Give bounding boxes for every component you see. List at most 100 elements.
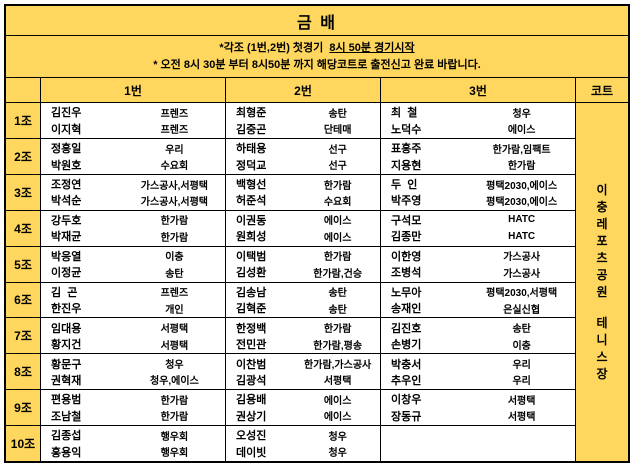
group-label-6: 6조 [6, 282, 40, 318]
player-club: 우리 [512, 360, 531, 372]
match-cell-group10-col2: 오성진 청우 데이빗 청우 [226, 426, 380, 461]
player-name: 허준석 [236, 195, 267, 208]
player-club: 청우,에이스 [150, 376, 199, 388]
player-name: 김진호 [391, 322, 422, 335]
player-name: 정덕교 [236, 159, 267, 172]
player-club: 프렌즈 [160, 108, 189, 120]
player-line: 김진우 프렌즈 [41, 104, 225, 120]
match-cell-group6-col1: 김 곤 프렌즈 한진우 개인 [41, 282, 225, 318]
match-cell-group8-col3: 박충서 우리 추우인 우리 [381, 354, 575, 390]
player-line: 김송남 송탄 [226, 284, 380, 300]
player-club: 송탄 [512, 324, 531, 336]
player-club: 한가람 [323, 180, 352, 192]
notice-line-2: * 오전 8시 30분 부터 8시50분 까지 해당코트로 출전신고 완료 바랍… [153, 58, 481, 71]
notice-line-1: *각조 (1번,2번) 첫경기 8시 50분 경기시작 [219, 40, 414, 57]
player-line: 정덕교 선구 [226, 156, 380, 173]
player-line: 이찬범 한가람,가스공사 [226, 355, 380, 372]
player-line: 김종만 HATC [381, 228, 575, 244]
player-name: 홍용익 [51, 446, 82, 459]
player-name: 정흥일 [51, 143, 82, 156]
player-club: 청우 [512, 108, 531, 120]
player-line: 노덕수 에이스 [381, 120, 575, 137]
player-club: 가스공사,서평택 [140, 196, 208, 208]
player-club: 한가람,건승 [313, 268, 363, 280]
player-line: 박충서 우리 [381, 355, 575, 372]
player-club: 서평택 [323, 376, 352, 388]
match-cell-group8-col1: 황문구 청우 권혁재 청우,에이스 [41, 354, 225, 390]
player-club: 한가람 [507, 161, 536, 173]
court-venue-char: 스 [596, 349, 608, 364]
player-name: 이택범 [236, 250, 267, 263]
player-club: 선구 [328, 161, 347, 173]
player-name: 이창우 [391, 394, 422, 407]
player-line: 박재균 한가람 [41, 228, 225, 244]
court-venue-char: 충 [596, 199, 608, 214]
player-line: 박응열 이충 [41, 248, 225, 264]
group-label-9: 9조 [6, 390, 40, 426]
header-col-3: 3번 [381, 78, 575, 102]
header-col-2: 2번 [226, 78, 380, 102]
player-club: 에이스 [507, 125, 536, 137]
player-name: 김성환 [236, 267, 267, 280]
player-club: 에이스 [323, 412, 352, 424]
player-line: 표흥주 한가람,임팩트 [381, 140, 575, 156]
player-line: 박석순 가스공사,서평택 [41, 192, 225, 208]
player-club: 프렌즈 [160, 125, 189, 137]
player-name: 권상기 [236, 410, 267, 423]
player-club: 평택2030,에이스 [486, 196, 558, 208]
player-line: 최형준 송탄 [226, 104, 380, 120]
player-name: 임대용 [51, 322, 82, 335]
match-cell-group5-col2: 이택범 한가람 김성환 한가람,건승 [226, 246, 380, 282]
match-cell-group1-col2: 최형준 송탄 김중곤 단테매 [226, 103, 380, 138]
player-club: 에이스 [323, 232, 352, 244]
group-label-3: 3조 [6, 174, 40, 210]
player-line: 원희성 에이스 [226, 228, 380, 244]
player-line: 편용범 한가람 [41, 391, 225, 407]
player-name: 최 철 [391, 107, 418, 120]
match-cell-group6-col3: 노무아 평택2030,서평택 송재인 은실신협 [381, 282, 575, 318]
player-club: 송탄 [328, 288, 347, 300]
match-cell-group7-col1: 임대용 서평택 황지건 서평택 [41, 318, 225, 354]
player-name: 송재인 [391, 303, 422, 316]
player-name: 노무아 [391, 286, 422, 299]
court-venue-char: 원 [596, 284, 608, 299]
player-name: 김혁준 [236, 303, 267, 316]
player-line: 김 곤 프렌즈 [41, 284, 225, 300]
tournament-sheet: 금 배 *각조 (1번,2번) 첫경기 8시 50분 경기시작 * 오전 8시 … [4, 4, 630, 463]
group-label-1: 1조 [6, 103, 40, 138]
match-cell-group4-col3: 구석모 HATC 김종만 HATC [381, 210, 575, 246]
player-name: 전민관 [236, 339, 267, 352]
player-line: 백형선 한가람 [226, 176, 380, 192]
match-cell-group3-col3: 두 인 평택2030,에이스 박주영 평택2030,에이스 [381, 174, 575, 210]
player-line: 박주영 평택2030,에이스 [381, 192, 575, 208]
match-cell-group2-col3: 표흥주 한가람,임팩트 지용현 한가람 [381, 138, 575, 174]
player-line: 박원호 수요회 [41, 156, 225, 173]
player-line: 김광석 서평택 [226, 372, 380, 388]
player-line: 오성진 청우 [226, 427, 380, 443]
player-name: 노덕수 [391, 123, 422, 136]
player-name: 김송남 [236, 286, 267, 299]
player-name: 원희성 [236, 231, 267, 244]
player-club: 한가람,평송 [313, 340, 363, 352]
player-line: 하태용 선구 [226, 140, 380, 156]
player-club: 가스공사 [503, 268, 541, 280]
player-name: 강두호 [51, 214, 82, 227]
match-cell-group3-col1: 조정연 가스공사,서평택 박석순 가스공사,서평택 [41, 174, 225, 210]
player-club: 한가람 [323, 324, 352, 336]
player-club: 한가람,가스공사 [304, 360, 372, 372]
player-line: 송재인 은실신협 [381, 300, 575, 316]
player-name: 박원호 [51, 159, 82, 172]
player-line: 김용배 에이스 [226, 391, 380, 407]
player-club: 한가람 [160, 216, 189, 228]
court-venue-char: 공 [596, 267, 608, 282]
player-club: 한가람 [160, 232, 189, 244]
player-line: 이정균 송탄 [41, 264, 225, 280]
match-cell-group4-col2: 이권동 에이스 원희성 에이스 [226, 210, 380, 246]
court-venue-char: 테 [596, 315, 608, 330]
player-line: 김중곤 단테매 [226, 120, 380, 137]
group-label-10: 10조 [6, 426, 40, 461]
player-line: 한정백 한가람 [226, 319, 380, 336]
